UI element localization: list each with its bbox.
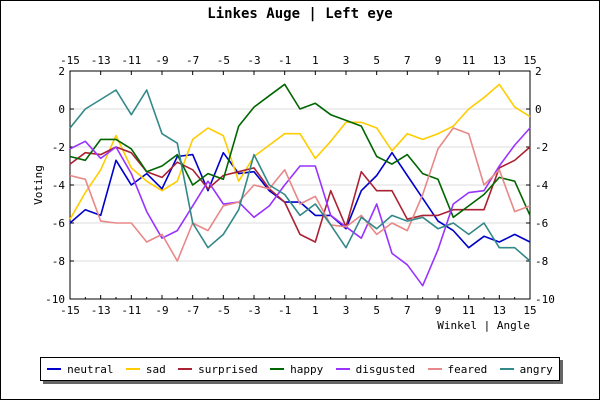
- x-tick-label-top: -5: [217, 54, 230, 67]
- x-tick-label: 5: [373, 304, 380, 317]
- legend-item-happy: happy: [270, 363, 323, 376]
- x-tick-label-top: -15: [60, 54, 80, 67]
- x-tick-label: -7: [186, 304, 199, 317]
- legend-item-feared: feared: [427, 362, 488, 376]
- y-tick-label-right: 2: [535, 65, 542, 78]
- x-tick-label-top: 15: [523, 54, 536, 67]
- legend-item-neutral: neutral: [47, 362, 114, 376]
- y-tick-label-right: -4: [535, 179, 549, 192]
- y-tick-label: -10: [45, 293, 65, 306]
- x-tick-label-top: 9: [435, 54, 442, 67]
- x-tick-label: 11: [462, 304, 475, 317]
- x-tick-label: 15: [523, 304, 536, 317]
- legend-label: happy: [290, 362, 324, 376]
- x-tick-label-top: 7: [404, 54, 411, 67]
- x-tick-label-top: -1: [278, 54, 291, 67]
- legend-label: disgusted: [355, 362, 416, 376]
- y-tick-label: -6: [52, 217, 65, 230]
- x-tick-label: -11: [121, 304, 141, 317]
- x-tick-label-top: -7: [186, 54, 199, 67]
- legend-label: surprised: [198, 362, 258, 376]
- y-tick-label: -8: [52, 255, 65, 268]
- legend-item-sad: sad: [125, 362, 166, 376]
- x-tick-label: -15: [60, 304, 80, 317]
- y-tick-label-right: -6: [535, 217, 548, 230]
- series-line-feared: [69, 127, 531, 262]
- x-tick-label-top: 5: [373, 54, 380, 67]
- x-tick-label: 13: [493, 304, 506, 317]
- legend-label: sad: [145, 362, 166, 376]
- series-line-sad: [69, 83, 531, 220]
- legend-swatch: [427, 368, 442, 370]
- axis-ticks: -15-15-13-13-11-11-9-9-7-7-5-5-3-3-1-111…: [45, 54, 555, 317]
- legend-label: neutral: [67, 362, 114, 376]
- x-tick-label: 1: [312, 304, 319, 317]
- legend-swatch: [47, 368, 62, 370]
- legend-label: feared: [447, 362, 488, 376]
- x-tick-label: -5: [217, 304, 230, 317]
- y-tick-label: -4: [52, 179, 66, 192]
- x-tick-label: -1: [278, 304, 291, 317]
- y-tick-label: 0: [58, 103, 65, 116]
- y-axis-label: Voting: [32, 165, 45, 205]
- x-tick-label: 7: [404, 304, 411, 317]
- legend-swatch: [270, 368, 285, 370]
- legend-label: angry: [519, 362, 553, 376]
- legend-item-surprised: surprised: [178, 363, 258, 376]
- x-tick-label-top: -3: [247, 54, 260, 67]
- series-line-happy: [69, 83, 531, 219]
- x-tick-label: 9: [435, 304, 442, 317]
- x-tick-label-top: -9: [155, 54, 168, 67]
- x-tick-label-top: 3: [343, 54, 350, 67]
- series-layer: [69, 83, 531, 287]
- x-axis-label: Winkel | Angle: [437, 319, 530, 332]
- y-tick-label-right: -2: [535, 141, 548, 154]
- x-tick-label: -9: [155, 304, 168, 317]
- x-tick-label: -3: [247, 304, 260, 317]
- chart-legend: neutral sad surprised happy disgusted feared a…: [40, 357, 560, 381]
- x-tick-label: 3: [343, 304, 350, 317]
- y-tick-label-right: 0: [535, 103, 542, 116]
- legend-swatch: [335, 368, 350, 370]
- legend-swatch: [178, 368, 193, 370]
- x-tick-label-top: -13: [91, 54, 111, 67]
- y-tick-label: -2: [52, 141, 65, 154]
- chart-title: Linkes Auge | Left eye: [207, 6, 393, 22]
- series-line-disgusted: [69, 127, 531, 287]
- legend-swatch: [125, 368, 140, 370]
- x-tick-label-top: 11: [462, 54, 475, 67]
- x-tick-label-top: 1: [312, 54, 319, 67]
- x-tick-label-top: 13: [493, 54, 506, 67]
- legend-item-disgusted: disgusted: [335, 362, 416, 376]
- series-line-angry: [69, 89, 531, 262]
- x-tick-label-top: -11: [121, 54, 141, 67]
- legend-item-angry: angry: [499, 362, 553, 376]
- x-tick-label: -13: [91, 304, 111, 317]
- y-tick-label: 2: [58, 65, 65, 78]
- y-tick-label-right: -10: [535, 293, 555, 306]
- y-tick-label-right: -8: [535, 255, 548, 268]
- legend-swatch: [499, 368, 514, 370]
